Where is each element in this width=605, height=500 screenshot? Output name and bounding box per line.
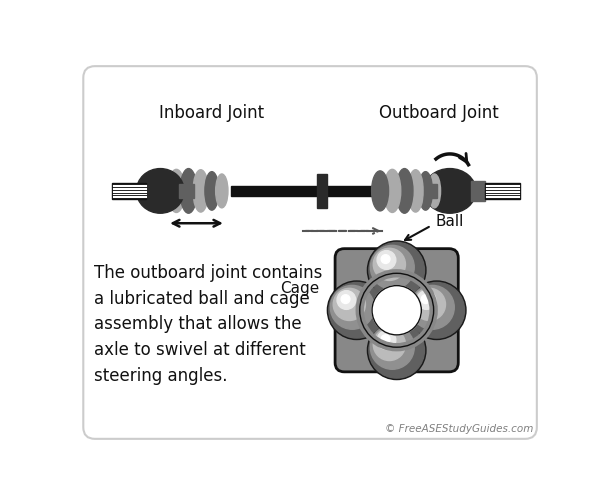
Bar xyxy=(316,174,327,208)
FancyBboxPatch shape xyxy=(83,66,537,439)
Ellipse shape xyxy=(424,168,476,213)
FancyBboxPatch shape xyxy=(335,248,459,372)
Circle shape xyxy=(370,246,414,289)
Circle shape xyxy=(329,282,384,338)
Bar xyxy=(112,183,146,198)
Circle shape xyxy=(327,281,386,340)
Circle shape xyxy=(367,241,426,300)
Circle shape xyxy=(410,286,454,330)
Bar xyxy=(471,181,485,201)
Text: The outboard joint contains
a lubricated ball and cage
assembly that allows the
: The outboard joint contains a lubricated… xyxy=(94,264,322,385)
Circle shape xyxy=(330,286,374,330)
Bar xyxy=(424,184,437,198)
Circle shape xyxy=(333,288,365,320)
Circle shape xyxy=(367,321,426,380)
Circle shape xyxy=(413,288,445,320)
Circle shape xyxy=(377,330,396,349)
Circle shape xyxy=(381,335,390,344)
Circle shape xyxy=(337,290,356,310)
Text: Outboard Joint: Outboard Joint xyxy=(379,104,499,122)
Circle shape xyxy=(417,290,436,310)
Ellipse shape xyxy=(371,171,388,211)
Ellipse shape xyxy=(137,168,184,213)
Circle shape xyxy=(408,281,466,340)
Circle shape xyxy=(360,274,434,347)
Ellipse shape xyxy=(396,168,413,213)
Ellipse shape xyxy=(205,172,219,210)
Ellipse shape xyxy=(384,170,401,212)
Circle shape xyxy=(369,322,425,378)
Circle shape xyxy=(369,242,425,298)
Text: Inboard Joint: Inboard Joint xyxy=(159,104,264,122)
Ellipse shape xyxy=(215,174,228,208)
Bar xyxy=(178,184,194,198)
Ellipse shape xyxy=(155,171,172,211)
Text: Cage: Cage xyxy=(281,281,319,296)
Text: Ball: Ball xyxy=(435,214,463,229)
Circle shape xyxy=(421,294,430,304)
Ellipse shape xyxy=(408,170,424,212)
Circle shape xyxy=(341,294,350,304)
Circle shape xyxy=(377,250,396,270)
Ellipse shape xyxy=(168,170,185,212)
Bar xyxy=(146,181,160,201)
Ellipse shape xyxy=(419,172,433,210)
Text: © FreeASEStudyGuides.com: © FreeASEStudyGuides.com xyxy=(385,424,533,434)
Circle shape xyxy=(370,326,414,370)
Circle shape xyxy=(372,286,421,335)
Circle shape xyxy=(381,254,390,264)
Ellipse shape xyxy=(428,174,440,208)
Bar xyxy=(485,183,520,198)
Ellipse shape xyxy=(180,168,197,213)
Bar xyxy=(231,186,431,196)
Circle shape xyxy=(373,328,405,360)
Ellipse shape xyxy=(193,170,209,212)
Circle shape xyxy=(373,248,405,280)
Circle shape xyxy=(409,282,465,338)
